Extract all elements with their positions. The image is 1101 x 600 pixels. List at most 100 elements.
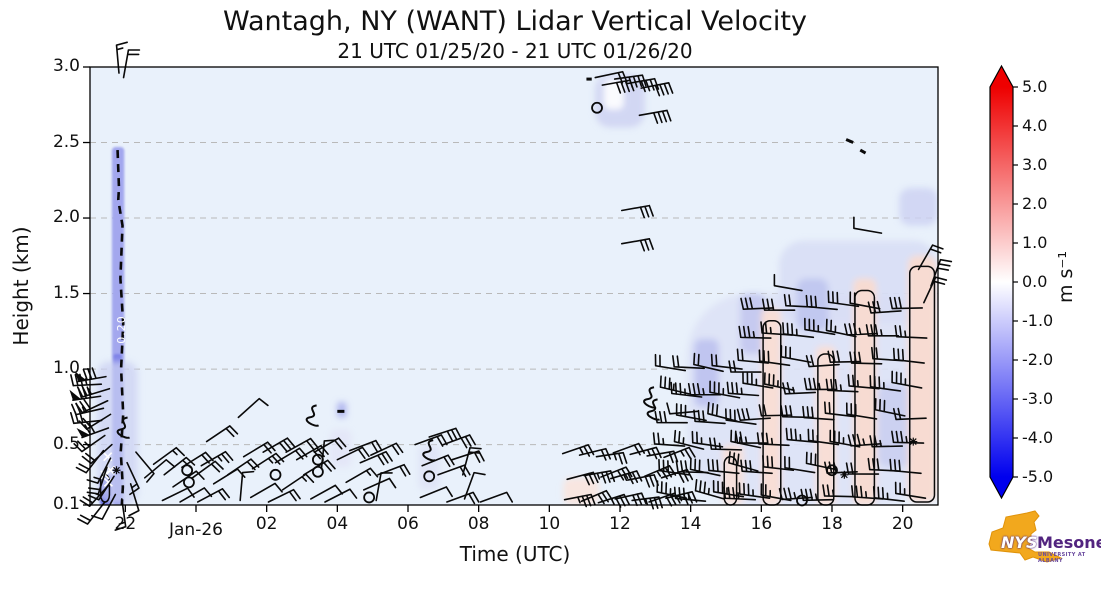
wind-barb — [597, 493, 631, 508]
wind-barb — [75, 399, 109, 414]
wind-barb — [734, 431, 769, 444]
wind-barb — [756, 432, 790, 447]
wind-barb — [805, 354, 840, 368]
wind-barb — [135, 451, 155, 483]
colorbar-gradient — [990, 87, 1013, 477]
wind-barb — [419, 486, 453, 499]
wind-barb — [77, 367, 107, 383]
wind-barb — [724, 408, 757, 425]
y-tick-label: 1.0 — [52, 358, 80, 379]
wind-barb — [128, 483, 140, 517]
wind-barb — [760, 483, 792, 502]
wind-barb — [894, 324, 928, 339]
wind-barb — [707, 401, 738, 422]
wind-barb — [640, 82, 674, 97]
wind-barb — [324, 488, 358, 503]
wind-barb — [760, 321, 793, 336]
x-tick-label: 02 — [255, 514, 278, 534]
wind-barb — [829, 429, 861, 448]
wind-barb — [844, 322, 878, 336]
wind-barb — [687, 383, 722, 396]
x-tick-label: 14 — [679, 514, 702, 534]
wind-barb — [191, 460, 224, 479]
wind-barb — [802, 405, 835, 421]
wind-barb — [845, 462, 880, 475]
wind-barb — [785, 427, 818, 444]
colorbar-tick-label: 5.0 — [1022, 77, 1048, 96]
wind-barb — [891, 370, 923, 389]
wind-barb — [824, 461, 858, 474]
wind-barb — [823, 401, 857, 418]
velocity-patch — [899, 187, 938, 226]
wind-barb — [784, 455, 816, 474]
contour-squiggle — [646, 398, 661, 421]
x-tick-label: 22 — [114, 514, 137, 534]
wind-barb — [563, 493, 596, 508]
wind-barb — [867, 300, 902, 314]
colorbar-top-arrow — [990, 66, 1013, 87]
wind-barb — [693, 409, 726, 425]
wind-barb — [726, 381, 760, 397]
wind-barb — [845, 402, 878, 420]
wind-barb — [673, 486, 707, 503]
colorbar-tick-label: 4.0 — [1022, 116, 1048, 135]
wind-barb — [827, 350, 862, 363]
y-tick-label: 0.5 — [52, 433, 80, 454]
x-tick-label: 12 — [609, 514, 631, 534]
x-tick-label: 06 — [397, 514, 419, 534]
wind-barb — [693, 352, 724, 373]
wind-barb — [742, 371, 774, 389]
wind-barb — [196, 488, 231, 503]
x-tick-label: 20 — [891, 514, 914, 534]
star-marker — [840, 470, 849, 479]
wind-barb — [807, 428, 840, 446]
wind-barb — [892, 347, 925, 364]
wind-barb — [295, 444, 329, 461]
wind-barb — [348, 439, 383, 453]
wind-barb — [782, 382, 817, 395]
nys-mesonet-logo: NYS Mesonet UNIVERSITY AT ALBANY — [975, 508, 1101, 594]
wind-barb — [583, 470, 616, 484]
wind-barb — [654, 353, 687, 372]
wind-barb — [446, 491, 480, 505]
wind-barb — [359, 450, 393, 466]
wind-barb — [805, 294, 838, 311]
wind-barb — [889, 458, 922, 475]
colorbar-tick-label: -3.0 — [1022, 389, 1054, 408]
contour-squiggle — [422, 439, 436, 462]
wind-barb — [161, 487, 195, 502]
wind-barb — [874, 397, 906, 417]
colorbar-tick-label: -4.0 — [1022, 428, 1054, 447]
wind-barb — [152, 446, 185, 466]
calm-wind-circle — [269, 468, 282, 481]
wind-barb — [851, 485, 884, 500]
colorbar-tick-label: 3.0 — [1022, 155, 1048, 174]
calm-wind-circle — [423, 470, 436, 483]
barb-flag — [69, 389, 81, 401]
star-marker — [909, 437, 918, 446]
wind-barb — [708, 437, 743, 451]
wind-barb — [761, 298, 796, 311]
contour-loop — [908, 265, 936, 503]
wind-barb — [656, 480, 688, 500]
chart-subtitle: 21 UTC 01/25/20 - 21 UTC 01/26/20 — [337, 39, 693, 63]
chart-title: Wantagh, NY (WANT) Lidar Vertical Veloci… — [223, 6, 807, 37]
velocity-patch — [694, 338, 719, 407]
wind-barb — [442, 434, 476, 449]
colorbar-tick-label: 1.0 — [1022, 233, 1048, 252]
wind-barb — [73, 434, 106, 453]
colorbar-tick-label: -1.0 — [1022, 311, 1054, 330]
contour-squiggle — [643, 386, 657, 409]
wind-barb — [730, 429, 762, 449]
wind-barb — [631, 496, 663, 510]
contour-dash — [859, 148, 867, 155]
wind-barb — [115, 41, 128, 74]
wind-barb — [670, 381, 703, 398]
wind-barb — [847, 433, 882, 447]
wind-barb — [72, 386, 102, 401]
wind-barb — [428, 427, 462, 442]
wind-barb — [894, 481, 927, 500]
y-axis-label: Height (km) — [9, 226, 33, 346]
velocity-patch — [761, 308, 781, 505]
